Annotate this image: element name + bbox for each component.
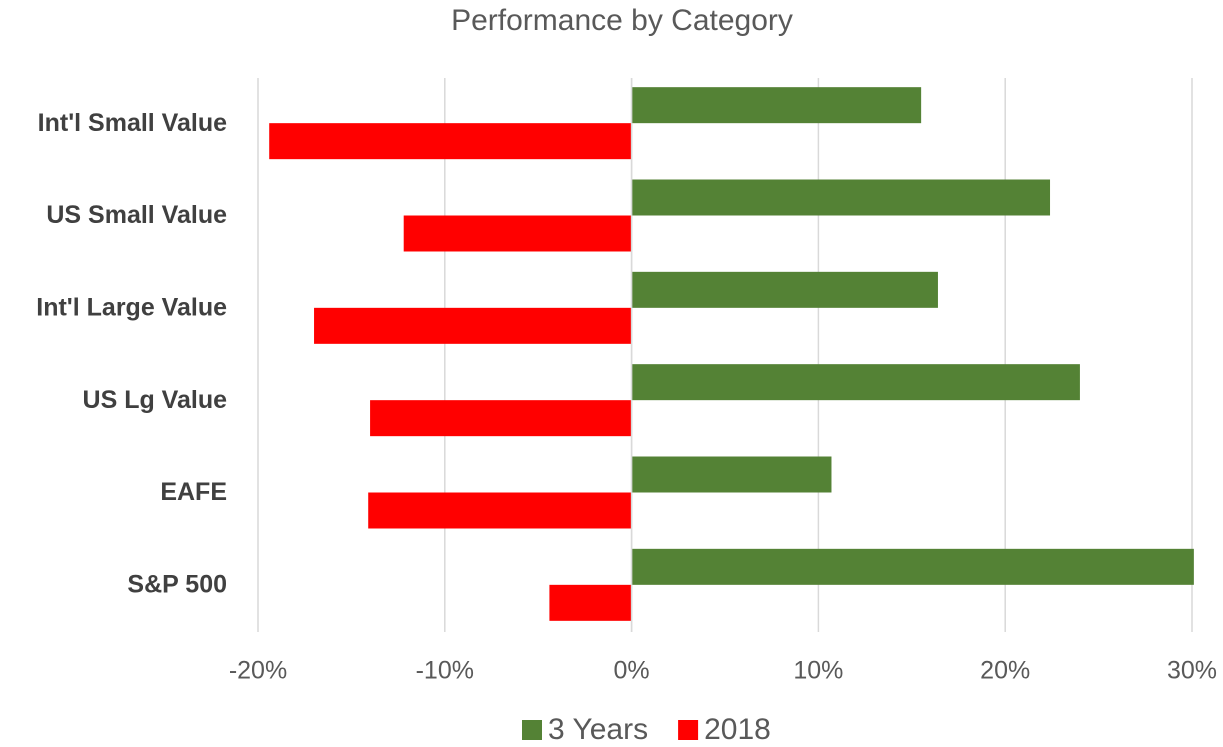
legend-swatch bbox=[522, 720, 542, 740]
legend-label: 3 Years bbox=[548, 713, 648, 746]
y-tick-label: EAFE bbox=[160, 478, 227, 506]
bar bbox=[314, 307, 632, 344]
y-tick-label: Int'l Small Value bbox=[38, 109, 227, 137]
bar bbox=[631, 364, 1080, 401]
bar bbox=[631, 548, 1194, 585]
x-tick-label: -20% bbox=[229, 657, 287, 685]
bar bbox=[631, 271, 938, 308]
y-tick-label: Int'l Large Value bbox=[36, 293, 227, 321]
y-tick-label: US Lg Value bbox=[83, 386, 228, 414]
bar bbox=[631, 87, 922, 124]
bar bbox=[631, 456, 832, 493]
x-tick-label: 10% bbox=[793, 657, 843, 685]
x-tick-label: -10% bbox=[416, 657, 474, 685]
bar bbox=[370, 400, 632, 437]
bar bbox=[403, 215, 632, 252]
x-tick-label: 30% bbox=[1167, 657, 1217, 685]
x-tick-label: 0% bbox=[614, 657, 650, 685]
legend-swatch bbox=[678, 720, 699, 740]
y-tick-label: US Small Value bbox=[46, 201, 227, 229]
bar bbox=[631, 179, 1051, 216]
legend-label: 2018 bbox=[704, 713, 771, 746]
bar bbox=[549, 584, 632, 621]
bar bbox=[269, 123, 632, 160]
bar bbox=[368, 492, 632, 529]
x-tick-label: 20% bbox=[980, 657, 1030, 685]
chart-title: Performance by Category bbox=[451, 4, 793, 37]
y-tick-label: S&P 500 bbox=[127, 570, 227, 598]
